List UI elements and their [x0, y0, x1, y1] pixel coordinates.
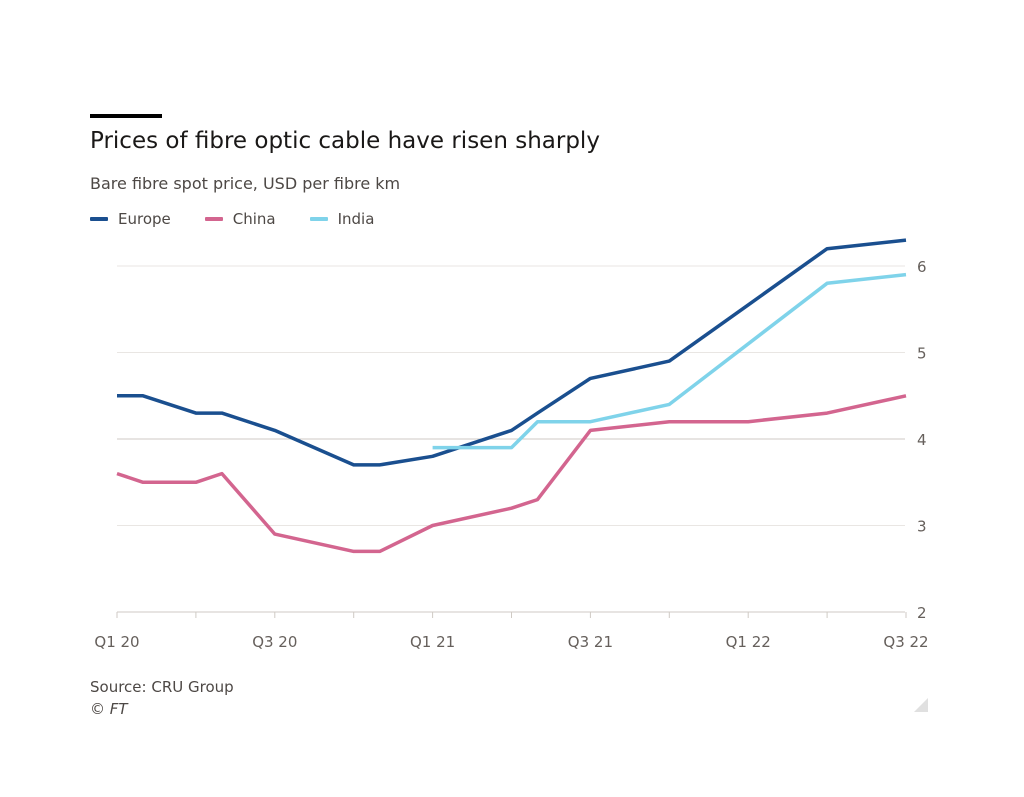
y-tick-label-4: 4 — [917, 431, 927, 449]
x-tick-label-q1-22: Q1 22 — [726, 633, 771, 651]
y-tick-label-2: 2 — [917, 604, 927, 622]
legend-label-india: India — [337, 210, 375, 228]
legend-item-europe: Europe — [90, 210, 171, 228]
credit-note: © FT — [90, 700, 128, 718]
resize-handle-icon[interactable] — [914, 698, 928, 712]
source-note: Source: CRU Group — [90, 678, 234, 696]
series-line-india — [432, 272, 907, 450]
x-tick-label-q1-20: Q1 20 — [94, 633, 139, 651]
legend-swatch-china — [204, 217, 223, 221]
x-tick-label-q1-21: Q1 21 — [410, 633, 455, 651]
series-line-china — [116, 394, 907, 554]
title-rule — [90, 114, 162, 118]
legend-label-europe: Europe — [118, 210, 171, 228]
y-tick-label-6: 6 — [917, 258, 927, 276]
chart-title: Prices of fibre optic cable have risen s… — [90, 128, 600, 154]
chart-subtitle: Bare fibre spot price, USD per fibre km — [90, 174, 401, 193]
y-tick-label-3: 3 — [917, 518, 927, 536]
legend: Europe China India — [90, 210, 374, 228]
legend-item-china: China — [204, 210, 276, 228]
x-tick-label-q3-22: Q3 22 — [883, 633, 928, 651]
series-line-europe — [117, 238, 907, 467]
x-tick-label-q3-20: Q3 20 — [252, 633, 297, 651]
legend-label-china: China — [232, 210, 276, 228]
y-tick-label-5: 5 — [917, 345, 927, 363]
x-tick-label-q3-21: Q3 21 — [568, 633, 613, 651]
legend-item-india: India — [309, 210, 375, 228]
legend-swatch-india — [309, 217, 328, 221]
legend-swatch-europe — [90, 217, 108, 221]
